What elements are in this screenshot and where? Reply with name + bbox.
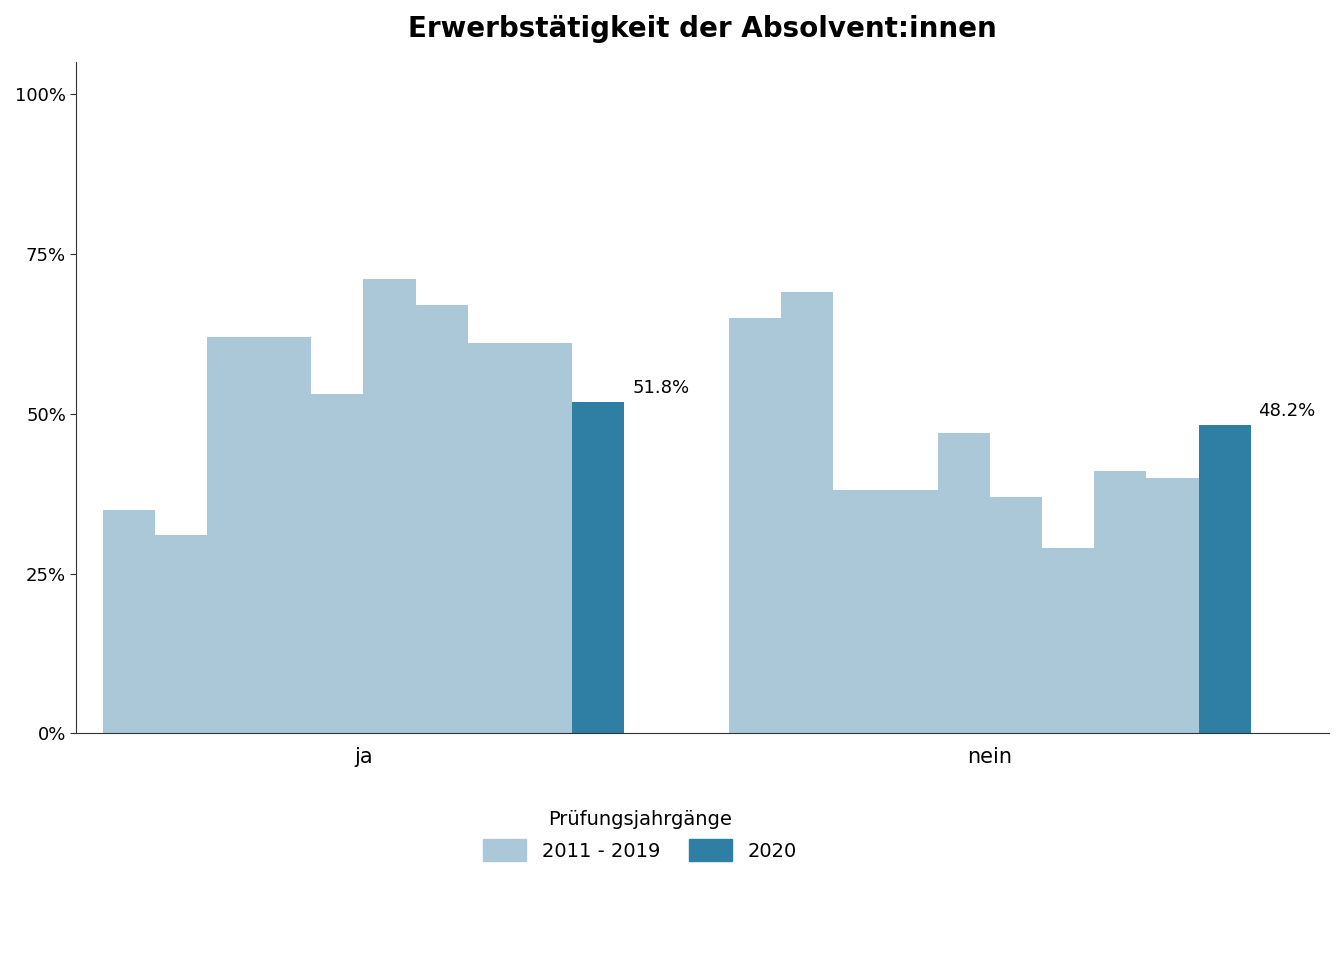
Text: 48.2%: 48.2% [1258,402,1316,420]
Bar [938,433,989,733]
Bar [1042,548,1094,733]
Bar [415,305,468,733]
Bar [573,402,625,733]
Bar [1094,471,1146,733]
Bar [728,318,781,733]
Bar [468,344,520,733]
Bar [781,292,833,733]
Bar [259,337,312,733]
Text: 51.8%: 51.8% [632,379,689,397]
Bar [833,491,886,733]
Bar [312,395,363,733]
Bar [102,510,155,733]
Bar [363,279,415,733]
Bar [989,496,1042,733]
Bar [207,337,259,733]
Bar [1199,425,1251,733]
Title: Erwerbstätigkeit der Absolvent:innen: Erwerbstätigkeit der Absolvent:innen [409,15,997,43]
Legend: 2011 - 2019, 2020: 2011 - 2019, 2020 [484,810,797,861]
Bar [886,491,938,733]
Bar [155,535,207,733]
Bar [1146,478,1199,733]
Bar [520,344,573,733]
